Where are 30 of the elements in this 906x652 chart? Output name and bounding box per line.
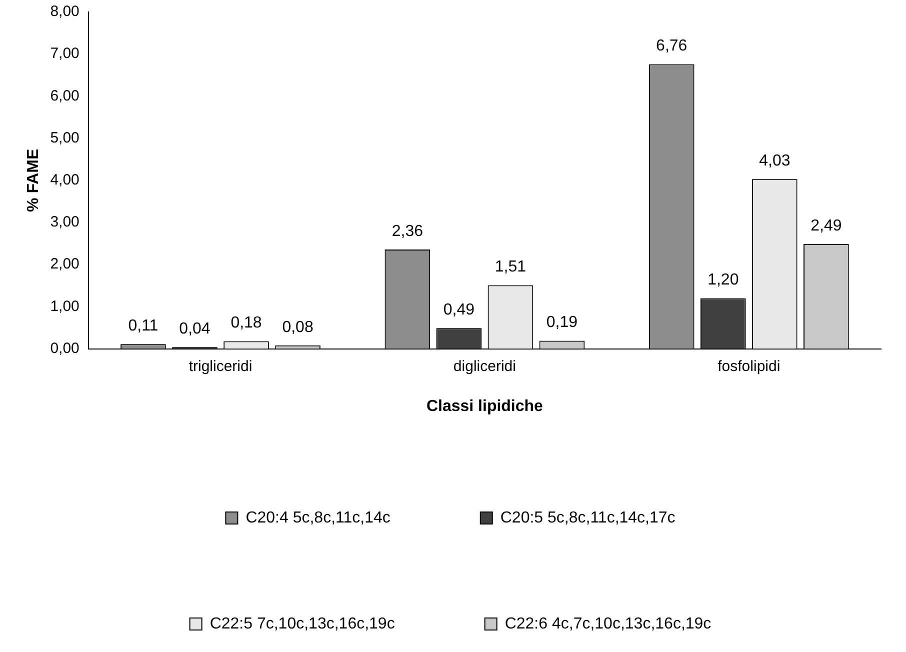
x-tick-label: fosfolipidi	[718, 358, 780, 375]
x-tick-label: trigliceridi	[188, 358, 252, 375]
x-axis-title: Classi lipidiche	[426, 398, 544, 415]
y-tick-label: 5,00	[50, 129, 80, 146]
legend-label: C20:4 5c,8c,11c,14c	[246, 509, 390, 526]
y-tick-label: 1,00	[50, 298, 80, 315]
y-tick-label: 8,00	[50, 3, 80, 20]
y-tick-label: 2,00	[50, 256, 80, 273]
data-label: 0,11	[128, 318, 158, 335]
y-tick-label: 3,00	[50, 214, 80, 231]
data-label: 6,76	[656, 38, 688, 55]
y-tick-label: 0,00	[50, 340, 80, 357]
y-tick-label: 6,00	[50, 87, 80, 104]
data-label: 2,49	[810, 217, 842, 234]
x-tick-label: digliceridi	[453, 358, 516, 375]
y-axis-title: % FAME	[25, 148, 42, 212]
data-label: 0,49	[443, 302, 475, 319]
data-label: 0,08	[282, 318, 314, 336]
legend-label: C22:5 7c,10c,13c,16c,19c	[210, 615, 395, 632]
data-label: 1,51	[494, 258, 526, 276]
data-label: 0,19	[546, 314, 578, 332]
data-label: 0,18	[230, 314, 262, 332]
y-tick-label: 4,00	[50, 172, 80, 189]
data-label: 1,20	[708, 272, 739, 289]
data-label: 2,36	[392, 222, 424, 240]
data-label: 0,04	[179, 320, 210, 338]
data-label: 4,03	[759, 152, 790, 170]
y-tick-label: 7,00	[50, 45, 80, 62]
legend-label: C20:5 5c,8c,11c,14c,17c	[500, 509, 676, 526]
legend-label: C22:6 4c,7c,10c,13c,16c,19c	[504, 615, 712, 632]
